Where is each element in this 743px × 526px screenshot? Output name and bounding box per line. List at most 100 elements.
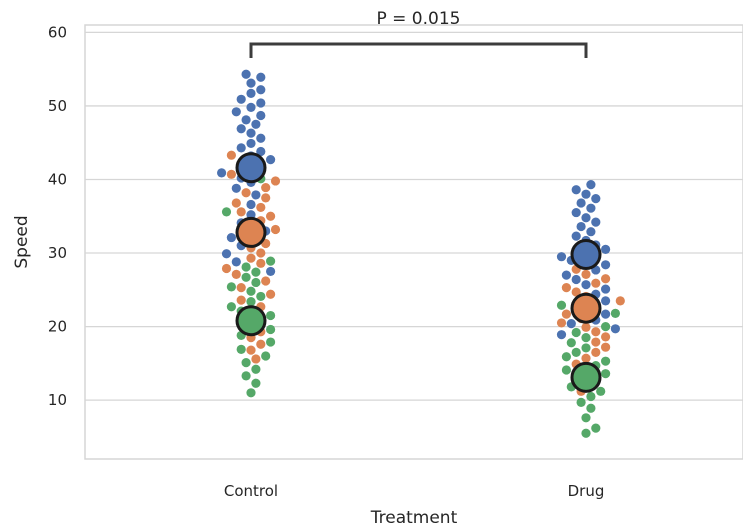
data-point	[266, 310, 276, 321]
data-point	[556, 252, 567, 262]
data-point	[246, 388, 256, 398]
data-point	[581, 322, 591, 332]
data-point	[610, 308, 621, 318]
data-point	[581, 189, 591, 199]
plot-frame	[84, 24, 743, 460]
x-tick-label: Drug	[568, 482, 605, 500]
data-point	[586, 203, 596, 213]
data-point	[586, 403, 596, 413]
significance-bracket	[249, 42, 588, 58]
data-point	[256, 202, 266, 213]
mean-marker	[570, 292, 602, 324]
data-point	[251, 267, 261, 277]
data-point	[581, 269, 591, 279]
data-point	[256, 339, 266, 349]
y-tick-label: 40	[48, 170, 67, 188]
data-point	[591, 327, 601, 337]
data-point	[236, 295, 246, 305]
data-point	[601, 342, 611, 352]
data-point	[266, 289, 276, 299]
data-point	[261, 276, 271, 286]
data-point	[266, 256, 276, 266]
data-point	[221, 207, 232, 217]
data-point	[561, 365, 572, 375]
data-point	[251, 277, 261, 288]
data-point	[591, 278, 601, 288]
y-tick-labels: 10 20 30 40 50 60	[48, 23, 67, 409]
data-point	[615, 296, 625, 306]
data-point	[221, 249, 232, 259]
data-point	[241, 358, 251, 368]
data-point	[591, 217, 601, 227]
data-point	[246, 199, 256, 210]
mean-markers	[235, 152, 602, 393]
data-point	[266, 155, 276, 165]
data-point	[586, 180, 596, 190]
data-point	[586, 391, 596, 402]
data-point	[246, 138, 256, 149]
data-point	[601, 309, 611, 319]
x-tick-label: Control	[224, 482, 278, 500]
significance-label: P = 0.015	[377, 9, 461, 29]
y-tick-label: 30	[48, 244, 67, 262]
data-point	[241, 371, 251, 381]
data-point	[561, 352, 572, 362]
data-point	[231, 183, 241, 193]
data-point	[246, 88, 256, 99]
data-point	[581, 333, 591, 343]
data-point	[561, 309, 572, 319]
data-point	[601, 369, 611, 379]
x-tick-labels: Control Drug	[224, 482, 604, 500]
y-axis-label: Speed	[12, 215, 32, 268]
grid	[85, 31, 743, 401]
data-point	[571, 347, 581, 357]
mean-marker	[235, 216, 267, 248]
data-point	[256, 146, 266, 157]
data-point	[246, 78, 256, 88]
mean-marker	[235, 305, 267, 337]
data-point	[256, 133, 266, 143]
y-tick-label: 10	[48, 391, 67, 409]
data-point	[566, 319, 576, 329]
data-point	[591, 347, 601, 357]
mean-marker	[570, 239, 602, 271]
data-point	[246, 286, 256, 296]
data-point	[221, 263, 232, 274]
data-point	[576, 397, 586, 407]
data-point	[601, 244, 611, 254]
y-tick-label: 50	[48, 97, 67, 115]
data-point	[261, 193, 271, 203]
data-point	[571, 207, 581, 218]
data-point	[256, 110, 266, 121]
data-point	[226, 169, 236, 179]
data-point	[246, 253, 256, 263]
mean-marker	[570, 361, 602, 393]
data-point	[236, 207, 246, 217]
data-point	[256, 98, 266, 108]
mean-marker	[235, 152, 267, 184]
data-point	[251, 119, 261, 129]
data-point	[576, 221, 586, 232]
data-point	[251, 354, 261, 364]
data-point	[256, 72, 266, 82]
data-point	[561, 283, 572, 293]
data-point	[601, 284, 611, 294]
data-point	[581, 213, 591, 223]
data-point	[261, 182, 271, 193]
data-point	[246, 102, 256, 112]
data-point	[591, 194, 601, 204]
data-point	[556, 318, 567, 328]
data-point	[596, 386, 606, 396]
x-axis-label: Treatment	[370, 508, 458, 526]
data-point	[236, 283, 246, 293]
data-point	[581, 428, 591, 438]
data-point	[571, 287, 581, 297]
data-point	[241, 272, 251, 282]
data-point	[241, 188, 251, 198]
data-point	[236, 94, 246, 104]
data-point	[601, 260, 611, 270]
data-point	[251, 190, 261, 200]
data-point	[246, 345, 256, 355]
data-point	[241, 262, 251, 272]
